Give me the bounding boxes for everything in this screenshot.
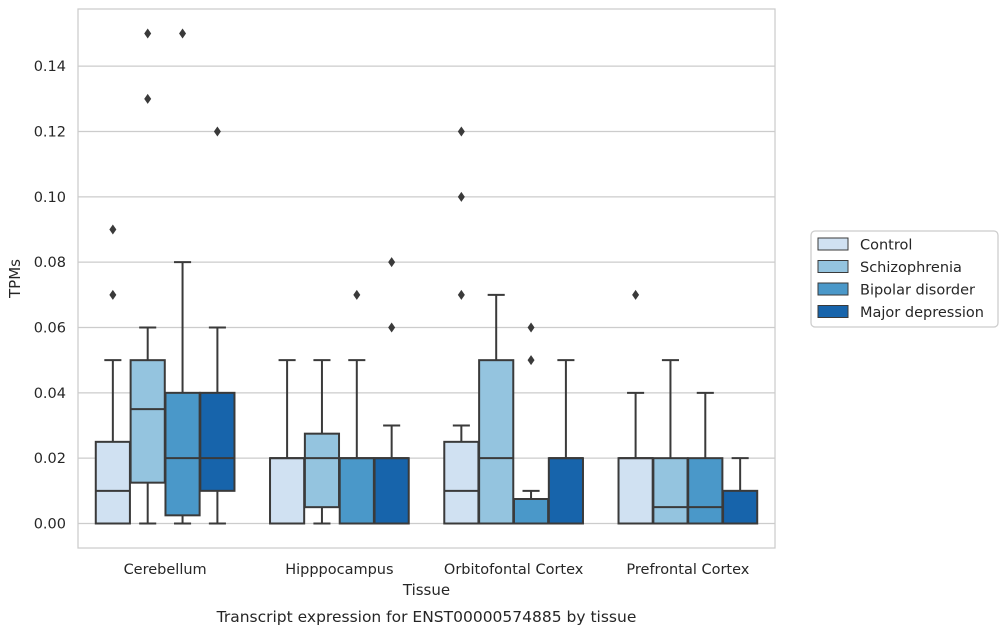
outlier-point — [527, 322, 535, 333]
outlier-point — [353, 289, 361, 300]
outlier-point — [388, 322, 396, 333]
box-group — [338, 289, 375, 525]
box — [652, 457, 689, 525]
box-group — [269, 359, 306, 525]
outlier-point — [144, 93, 152, 104]
box — [687, 457, 724, 525]
outlier-point — [109, 289, 117, 300]
outlier-point — [527, 355, 535, 366]
box-group — [443, 126, 480, 525]
legend-label: Bipolar disorder — [860, 283, 975, 299]
y-tick-label: 0.04 — [34, 386, 66, 402]
y-axis-label: TPMs — [6, 259, 24, 299]
box-group — [478, 293, 515, 525]
y-tick-label: 0.02 — [34, 451, 66, 467]
plot-frame — [77, 8, 776, 549]
box — [129, 359, 166, 484]
box-group — [373, 257, 410, 525]
outlier-point — [632, 289, 640, 300]
box-plot-marks — [94, 28, 759, 525]
box-group — [164, 28, 201, 525]
box-group — [129, 28, 166, 525]
box-group — [722, 457, 759, 525]
box — [617, 457, 654, 525]
chart-title: Transcript expression for ENST0000057488… — [216, 608, 637, 626]
box — [303, 432, 341, 509]
outlier-point — [109, 224, 117, 235]
box — [547, 457, 584, 525]
box-group — [617, 289, 654, 525]
outlier-point — [457, 289, 465, 300]
box-group — [547, 359, 584, 525]
x-tick-label: Cerebellum — [124, 562, 207, 578]
box-group — [652, 359, 689, 525]
x-tick-label: Prefrontal Cortex — [626, 562, 749, 578]
y-tick-label: 0.14 — [34, 59, 66, 75]
legend: Control Schizophrenia Bipolar disorder Majo… — [810, 230, 999, 328]
box — [164, 391, 201, 517]
box — [269, 457, 306, 525]
outlier-point — [388, 257, 396, 268]
box-group — [303, 359, 341, 525]
x-tick-label: Hipppocampus — [285, 562, 393, 578]
legend-swatch — [817, 237, 849, 251]
outlier-point — [179, 28, 187, 39]
box-group — [199, 126, 236, 525]
y-tick-label: 0.08 — [34, 255, 66, 271]
legend-frame — [810, 230, 999, 328]
outlier-point — [457, 126, 465, 137]
legend-label: Major depression — [860, 305, 984, 321]
outlier-point — [213, 126, 221, 137]
y-tick-label: 0.12 — [34, 125, 66, 141]
x-axis-label: Tissue — [402, 581, 450, 599]
x-tick-label: Orbitofontal Cortex — [444, 562, 584, 578]
box — [478, 359, 515, 525]
legend-swatch — [817, 260, 849, 273]
legend-swatch — [817, 282, 849, 296]
y-tick-label: 0.06 — [34, 321, 66, 337]
box — [373, 457, 410, 525]
box — [443, 440, 480, 525]
box — [722, 489, 759, 525]
legend-swatch — [817, 305, 849, 318]
outlier-point — [457, 191, 465, 202]
legend-label: Schizophrenia — [860, 260, 962, 276]
box — [512, 498, 550, 525]
box-group — [94, 224, 131, 525]
x-axis-ticks: Cerebellum Hipppocampus Orbitofontal Corte… — [124, 562, 750, 578]
outlier-point — [144, 28, 152, 39]
box — [199, 391, 236, 492]
box-group — [687, 391, 724, 525]
box — [94, 440, 131, 525]
box — [338, 457, 375, 525]
box-group — [512, 322, 550, 525]
y-axis-ticks: 0.00 0.02 0.04 0.06 0.08 0.10 0.12 0.14 — [34, 59, 66, 532]
legend-label: Control — [860, 238, 912, 254]
y-tick-label: 0.10 — [34, 190, 66, 206]
y-tick-label: 0.00 — [34, 517, 66, 533]
